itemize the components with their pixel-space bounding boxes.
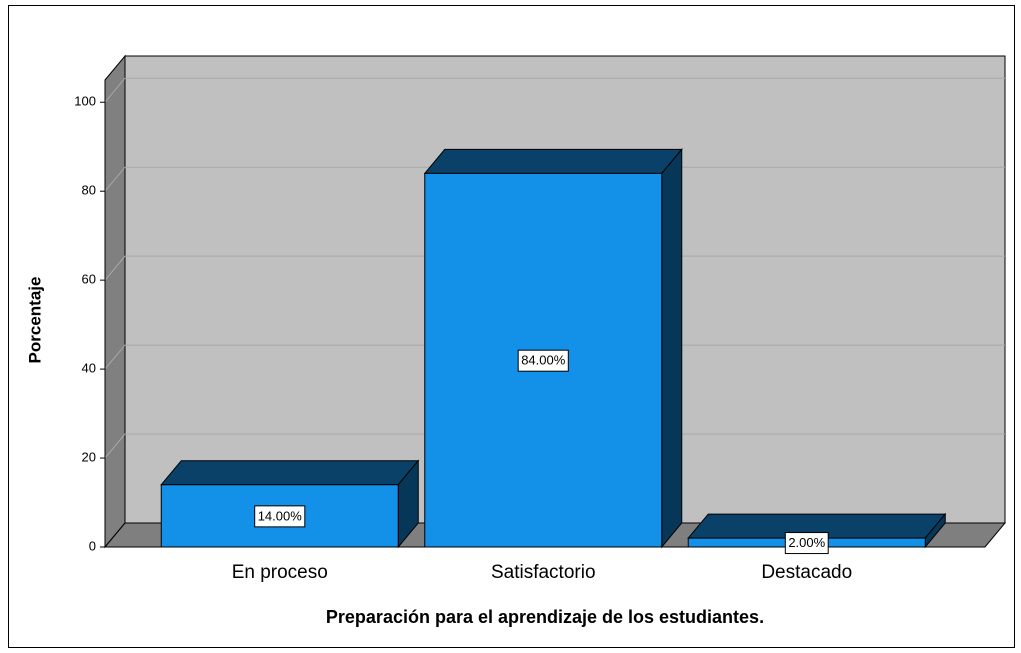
value-label: 84.00% (521, 353, 566, 368)
x-axis-title: Preparación para el aprendizaje de los e… (326, 607, 764, 627)
grid-line (104, 255, 1005, 281)
y-tick-label: 100 (74, 94, 96, 109)
bar-side (661, 148, 683, 549)
value-label-box (784, 532, 829, 555)
value-label: 2.00% (788, 535, 825, 550)
y-tick-label: 40 (82, 361, 96, 376)
grid-line (104, 344, 1005, 370)
left-wall (104, 54, 126, 549)
y-tick-label: 60 (82, 272, 96, 287)
value-label-box (517, 349, 569, 372)
x-tick-label: Destacado (761, 562, 852, 583)
x-tick-label: Satisfactorio (491, 562, 596, 583)
value-label: 14.00% (258, 508, 303, 523)
bar-top (423, 148, 683, 174)
grid-line (104, 166, 1005, 192)
bar-top (160, 460, 420, 486)
grid-line (104, 433, 1005, 459)
y-tick-label: 0 (89, 538, 96, 553)
y-axis-title: Porcentaje (25, 277, 44, 364)
x-tick-label: En proceso (232, 562, 328, 583)
y-tick-label: 20 (82, 449, 96, 464)
value-label-box (254, 505, 306, 528)
y-tick-label: 80 (82, 183, 96, 198)
grid-line (104, 77, 1005, 103)
